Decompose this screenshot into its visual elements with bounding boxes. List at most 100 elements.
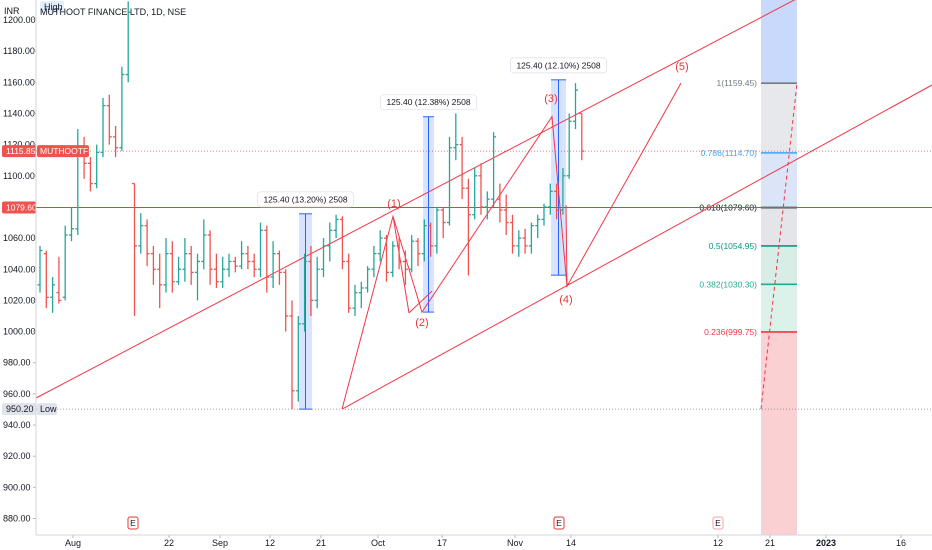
ohlc-bar xyxy=(144,219,150,267)
ohlc-bars xyxy=(37,1,585,410)
ohlc-bar xyxy=(270,241,276,288)
low-price-tag: 950.20 Low xyxy=(2,403,57,416)
ohlc-bar xyxy=(573,83,578,130)
ohlc-bar xyxy=(213,253,219,288)
ohlc-bar xyxy=(491,132,497,207)
wave-segment xyxy=(565,205,568,287)
ohlc-bar xyxy=(541,203,547,226)
ohlc-bar xyxy=(415,238,421,267)
x-tick-label: 2023 xyxy=(816,538,836,548)
ohlc-bar xyxy=(169,241,175,293)
x-tick-label: Nov xyxy=(507,538,524,548)
ohlc-bar xyxy=(264,225,270,293)
fib-zone xyxy=(761,83,797,153)
y-tick-label: 880.00 xyxy=(3,514,31,524)
svg-text:950.20: 950.20 xyxy=(6,404,34,414)
y-tick-label: 1120.00 xyxy=(3,140,35,150)
y-tick-label: 1200.00 xyxy=(3,15,36,25)
fib-zone xyxy=(761,245,797,285)
ohlc-bar xyxy=(365,266,371,293)
ohlc-bar xyxy=(484,191,490,220)
ohlc-bar xyxy=(314,256,320,309)
ohlc-bar xyxy=(163,238,169,293)
svg-text:Low: Low xyxy=(40,404,57,414)
ohlc-bar xyxy=(125,1,131,83)
earnings-label: E xyxy=(715,518,721,528)
channel-upper-line xyxy=(35,0,796,399)
fib-level-label: 0.236(999.75) xyxy=(704,327,757,337)
ohlc-bar xyxy=(132,182,137,316)
ohlc-bar xyxy=(182,238,188,282)
earnings-label: E xyxy=(556,518,562,528)
ohlc-bar xyxy=(510,214,515,254)
x-tick-label: 21 xyxy=(316,538,326,548)
ohlc-bar xyxy=(295,315,301,402)
ohlc-bar xyxy=(459,136,465,200)
ohlc-bar xyxy=(75,129,81,235)
fib-level-label: 0.382(1030.30) xyxy=(699,279,757,289)
y-tick-label: 940.00 xyxy=(3,420,31,430)
y-tick-label: 1020.00 xyxy=(3,295,36,305)
ohlc-bar xyxy=(560,167,566,215)
x-tick-label: 14 xyxy=(566,538,576,548)
ohlc-bar xyxy=(220,256,226,288)
ohlc-bar xyxy=(339,216,345,270)
fib-trend-line xyxy=(760,83,798,410)
ohlc-bar xyxy=(327,222,333,262)
y-tick-label: 1180.00 xyxy=(3,46,35,56)
high-badge: High xyxy=(44,2,63,12)
y-tick-label: 1140.00 xyxy=(3,108,35,118)
wave-label: (3) xyxy=(544,93,557,105)
earnings-marker[interactable]: E xyxy=(127,516,139,530)
price-range-measures[interactable]: 125.40 (13.20%) 2508 125.40 (12.38%) 2508… xyxy=(257,57,607,410)
measure-label: 125.40 (12.10%) 2508 xyxy=(516,60,600,70)
ohlc-bar xyxy=(390,241,396,278)
x-tick-label: 12 xyxy=(265,538,275,548)
measure-label: 125.40 (12.38%) 2508 xyxy=(386,97,470,107)
ohlc-bar xyxy=(276,250,282,285)
ohlc-bar xyxy=(56,256,62,304)
ohlc-bar xyxy=(100,97,106,158)
wave-label: (5) xyxy=(675,61,688,73)
x-tick-label: 16 xyxy=(896,538,906,548)
ohlc-bar xyxy=(188,245,194,285)
ohlc-bar xyxy=(245,245,251,270)
ohlc-bar xyxy=(289,300,295,410)
ohlc-bar xyxy=(371,245,377,278)
trend-channel[interactable] xyxy=(35,0,932,410)
y-tick-label: 1100.00 xyxy=(3,171,35,181)
earnings-box xyxy=(712,516,724,530)
ohlc-bar xyxy=(566,113,572,179)
ohlc-bar xyxy=(434,206,440,254)
ohlc-bar xyxy=(62,225,68,301)
measure-label-box xyxy=(380,94,477,111)
ohlc-bar xyxy=(535,214,541,239)
ohlc-bar xyxy=(226,253,232,278)
ohlc-bar xyxy=(472,167,478,220)
ohlc-bar xyxy=(283,269,289,332)
wave-segment xyxy=(408,290,433,314)
ohlc-bar xyxy=(239,241,245,270)
y-tick-label: 960.00 xyxy=(3,389,31,399)
fib-level-label: 0.5(1054.95) xyxy=(709,241,757,251)
ohlc-bar xyxy=(421,219,427,262)
wave-label: (4) xyxy=(559,294,572,306)
fib-level-label: 1(1159.45) xyxy=(717,78,758,88)
ohlc-bar xyxy=(308,245,314,316)
measure-label: 125.40 (13.20%) 2508 xyxy=(263,194,347,204)
x-tick-label: Aug xyxy=(65,538,81,548)
ohlc-bar xyxy=(157,253,163,309)
ohlc-bar xyxy=(176,256,182,285)
earnings-marker[interactable]: E xyxy=(553,516,565,530)
current-price-tag: 1115.85 MUTHOOTFIN xyxy=(2,145,97,158)
ohlc-bar xyxy=(43,250,49,309)
ohlc-bar xyxy=(478,163,484,215)
earnings-marker[interactable]: E xyxy=(712,516,724,530)
ohlc-bar xyxy=(106,94,112,145)
fib-zone xyxy=(761,207,797,246)
earnings-box xyxy=(127,516,139,530)
elliott-wave-labels: (1) (2) (3) (4) (5) xyxy=(387,61,688,329)
y-tick-label: 980.00 xyxy=(3,358,31,368)
